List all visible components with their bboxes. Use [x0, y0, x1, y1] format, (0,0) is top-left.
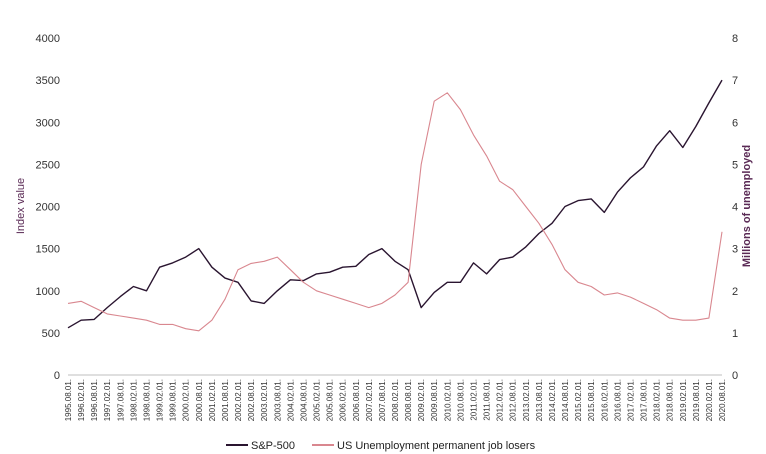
y-tick-label: 2500: [36, 159, 60, 171]
y2-tick-label: 8: [732, 33, 738, 45]
x-tick-label: 2002.08.01.: [247, 379, 256, 421]
x-tick-label: 2007.02.01.: [365, 379, 374, 421]
x-tick-label: 2019.02.01.: [679, 379, 688, 421]
x-tick-label: 2000.02.01.: [182, 379, 191, 421]
x-tick-label: 2020.08.01.: [718, 379, 727, 421]
x-tick-label: 2003.08.01.: [273, 379, 282, 421]
y2-tick-label: 1: [732, 328, 738, 340]
x-tick-label: 2018.02.01.: [653, 379, 662, 421]
x-axis: 1995.08.01. 1996.02.01. 1996.08.01. 1997.02…: [64, 374, 727, 421]
x-tick-label: 2008.02.01.: [391, 379, 400, 421]
x-tick-label: 2019.08.01.: [692, 379, 701, 421]
y-tick-label: 2000: [36, 202, 60, 214]
x-tick-label: 2004.02.01.: [286, 379, 295, 421]
x-tick-label: 2006.02.01.: [339, 379, 348, 421]
x-tick-label: 2017.02.01.: [626, 379, 635, 421]
y2-tick-label: 6: [732, 117, 738, 129]
legend-label-sp500: S&P-500: [251, 440, 295, 452]
x-tick-label: 2001.02.01.: [208, 379, 217, 421]
right-axis: 0 1 2 3 4 5 6 7 8: [732, 33, 738, 382]
x-tick-label: 2018.08.01.: [666, 379, 675, 421]
x-tick-label: 2020.02.01.: [705, 379, 714, 421]
legend: S&P-500 US Unemployment permanent job lo…: [226, 440, 536, 452]
x-tick-label: 2015.08.01.: [587, 379, 596, 421]
x-tick-label: 1996.02.01.: [77, 379, 86, 421]
x-tick-label: 2009.08.01.: [430, 379, 439, 421]
y-tick-label: 1500: [36, 244, 60, 256]
y-tick-label: 3500: [36, 75, 60, 87]
x-tick-label: 2012.08.01.: [509, 379, 518, 421]
y2-tick-label: 5: [732, 159, 738, 171]
x-tick-label: 1999.02.01.: [156, 379, 165, 421]
y2-tick-label: 3: [732, 244, 738, 256]
x-tick-label: 2007.08.01.: [378, 379, 387, 421]
x-tick-label: 2015.02.01.: [574, 379, 583, 421]
x-tick-label: 2005.08.01.: [326, 379, 335, 421]
series-line-1: [67, 92, 723, 332]
x-tick-label: 2016.08.01.: [613, 379, 622, 421]
x-tick-label: 1997.08.01.: [116, 379, 125, 421]
left-axis: 0 500 1000 1500 2000 2500 3000 3500 4000: [36, 33, 60, 382]
x-tick-label: 2013.08.01.: [535, 379, 544, 421]
x-tick-label: 2002.02.01.: [234, 379, 243, 421]
y-tick-label: 3000: [36, 117, 60, 129]
x-tick-label: 2012.02.01.: [496, 379, 505, 421]
x-tick-label: 1996.08.01.: [90, 379, 99, 421]
x-tick-label: 2008.08.01.: [404, 379, 413, 421]
plot-lines: [67, 79, 723, 332]
y-tick-label: 1000: [36, 286, 60, 298]
y2-tick-label: 7: [732, 75, 738, 87]
x-tick-label: 2013.02.01.: [522, 379, 531, 421]
y2-axis-title: Millions of unemployed: [741, 145, 753, 267]
x-tick-label: 2016.02.01.: [600, 379, 609, 421]
x-tick-label: 2014.08.01.: [561, 379, 570, 421]
x-tick-label: 2004.08.01.: [299, 379, 308, 421]
y-tick-label: 0: [54, 370, 60, 382]
y2-tick-label: 2: [732, 286, 738, 298]
x-tick-label: 1999.08.01.: [169, 379, 178, 421]
y2-tick-label: 0: [732, 370, 738, 382]
x-tick-label: 2010.08.01.: [456, 379, 465, 421]
x-tick-label: 2011.02.01.: [469, 379, 478, 421]
legend-label-unemployment: US Unemployment permanent job losers: [337, 440, 536, 452]
x-tick-label: 2006.08.01.: [352, 379, 361, 421]
x-tick-label: 2011.08.01.: [483, 379, 492, 421]
x-tick-label: 2009.02.01.: [417, 379, 426, 421]
x-tick-label: 2005.02.01.: [313, 379, 322, 421]
x-tick-label: 2010.02.01.: [443, 379, 452, 421]
x-tick-label: 2014.02.01.: [548, 379, 557, 421]
x-tick-label: 2003.02.01.: [260, 379, 269, 421]
series-line-0: [67, 79, 723, 329]
x-tick-label: 2017.08.01.: [640, 379, 649, 421]
y-axis-title: Index value: [15, 178, 27, 234]
y2-tick-label: 4: [732, 202, 738, 214]
y-tick-label: 4000: [36, 33, 60, 45]
x-tick-label: 2001.08.01.: [221, 379, 230, 421]
x-tick-label: 2000.08.01.: [195, 379, 204, 421]
x-tick-label: 1998.08.01.: [142, 379, 151, 421]
x-tick-label: 1995.08.01.: [64, 379, 73, 421]
x-tick-label: 1998.02.01.: [129, 379, 138, 421]
x-tick-label: 1997.02.01.: [103, 379, 112, 421]
y-tick-label: 500: [42, 328, 60, 340]
